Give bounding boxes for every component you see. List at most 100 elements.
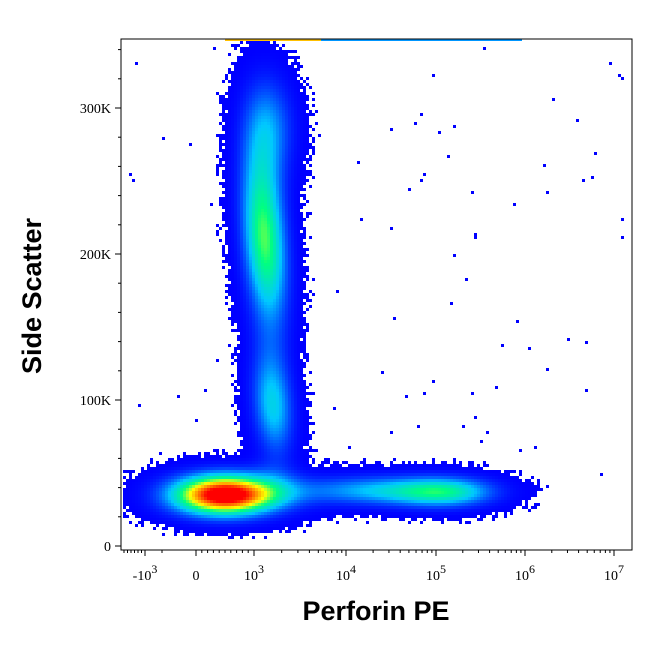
density-cell (297, 317, 300, 320)
density-cell (294, 338, 297, 341)
density-cell (285, 215, 288, 218)
density-cell (249, 311, 252, 314)
density-cell (189, 467, 192, 470)
density-cell (297, 410, 300, 413)
density-cell (291, 110, 294, 113)
density-cell (306, 149, 309, 152)
density-cell (276, 167, 279, 170)
density-cell (249, 197, 252, 200)
density-cell (228, 473, 231, 476)
density-cell (303, 392, 306, 395)
density-cell (294, 179, 297, 182)
density-cell (249, 107, 252, 110)
density-cell (342, 473, 345, 476)
density-cell (282, 59, 285, 62)
density-cell (288, 281, 291, 284)
density-cell (309, 467, 312, 470)
density-cell (231, 191, 234, 194)
density-cell (252, 212, 255, 215)
density-cell (246, 383, 249, 386)
density-cell (378, 482, 381, 485)
density-cell (282, 188, 285, 191)
density-cell (177, 455, 180, 458)
density-cell (291, 107, 294, 110)
density-cell (195, 485, 198, 488)
density-cell (225, 230, 228, 233)
density-cell (306, 179, 309, 182)
density-cell (240, 113, 243, 116)
density-cell (309, 170, 312, 173)
density-cell (294, 269, 297, 272)
density-cell (291, 476, 294, 479)
density-cell (321, 488, 324, 491)
density-cell (483, 479, 486, 482)
density-cell (300, 170, 303, 173)
density-cell (303, 152, 306, 155)
density-cell (261, 290, 264, 293)
density-cell (249, 212, 252, 215)
density-cell (252, 227, 255, 230)
density-cell (297, 476, 300, 479)
density-cell (261, 116, 264, 119)
density-cell (261, 122, 264, 125)
density-cell (312, 146, 315, 149)
density-cell (327, 470, 330, 473)
density-cell (273, 350, 276, 353)
density-cell (267, 248, 270, 251)
density-cell (261, 317, 264, 320)
density-cell (246, 290, 249, 293)
density-cell (282, 278, 285, 281)
density-cell (261, 311, 264, 314)
density-cell (294, 401, 297, 404)
density-cell (225, 284, 228, 287)
density-cell (306, 104, 309, 107)
density-cell (471, 392, 474, 395)
density-cell (243, 308, 246, 311)
density-cell (246, 65, 249, 68)
density-cell (291, 386, 294, 389)
density-cell (273, 47, 276, 50)
density-cell (312, 473, 315, 476)
density-cell (228, 344, 231, 347)
density-cell (258, 173, 261, 176)
density-cell (357, 488, 360, 491)
density-cell (261, 305, 264, 308)
density-cell (273, 425, 276, 428)
density-cell (228, 203, 231, 206)
density-cell (264, 362, 267, 365)
density-cell (246, 236, 249, 239)
density-cell (357, 470, 360, 473)
density-cell (234, 422, 237, 425)
density-cell (264, 161, 267, 164)
density-cell (231, 206, 234, 209)
density-cell (300, 407, 303, 410)
density-cell (282, 182, 285, 185)
density-cell (222, 143, 225, 146)
density-cell (273, 113, 276, 116)
density-cell (282, 374, 285, 377)
density-cell (228, 479, 231, 482)
density-cell (279, 242, 282, 245)
density-cell (153, 476, 156, 479)
density-cell (285, 419, 288, 422)
density-cell (279, 365, 282, 368)
density-cell (231, 200, 234, 203)
density-cell (252, 260, 255, 263)
density-cell (423, 173, 426, 176)
density-cell (309, 212, 312, 215)
density-cell (306, 449, 309, 452)
density-cell (282, 332, 285, 335)
density-cell (261, 230, 264, 233)
density-cell (240, 206, 243, 209)
density-cell (192, 488, 195, 491)
density-cell (300, 245, 303, 248)
density-cell (297, 92, 300, 95)
density-cell (231, 62, 234, 65)
density-cell (261, 53, 264, 56)
density-cell (288, 149, 291, 152)
density-cell (276, 362, 279, 365)
density-cell (267, 287, 270, 290)
density-cell (135, 62, 138, 65)
density-cell (315, 467, 318, 470)
density-cell (246, 227, 249, 230)
